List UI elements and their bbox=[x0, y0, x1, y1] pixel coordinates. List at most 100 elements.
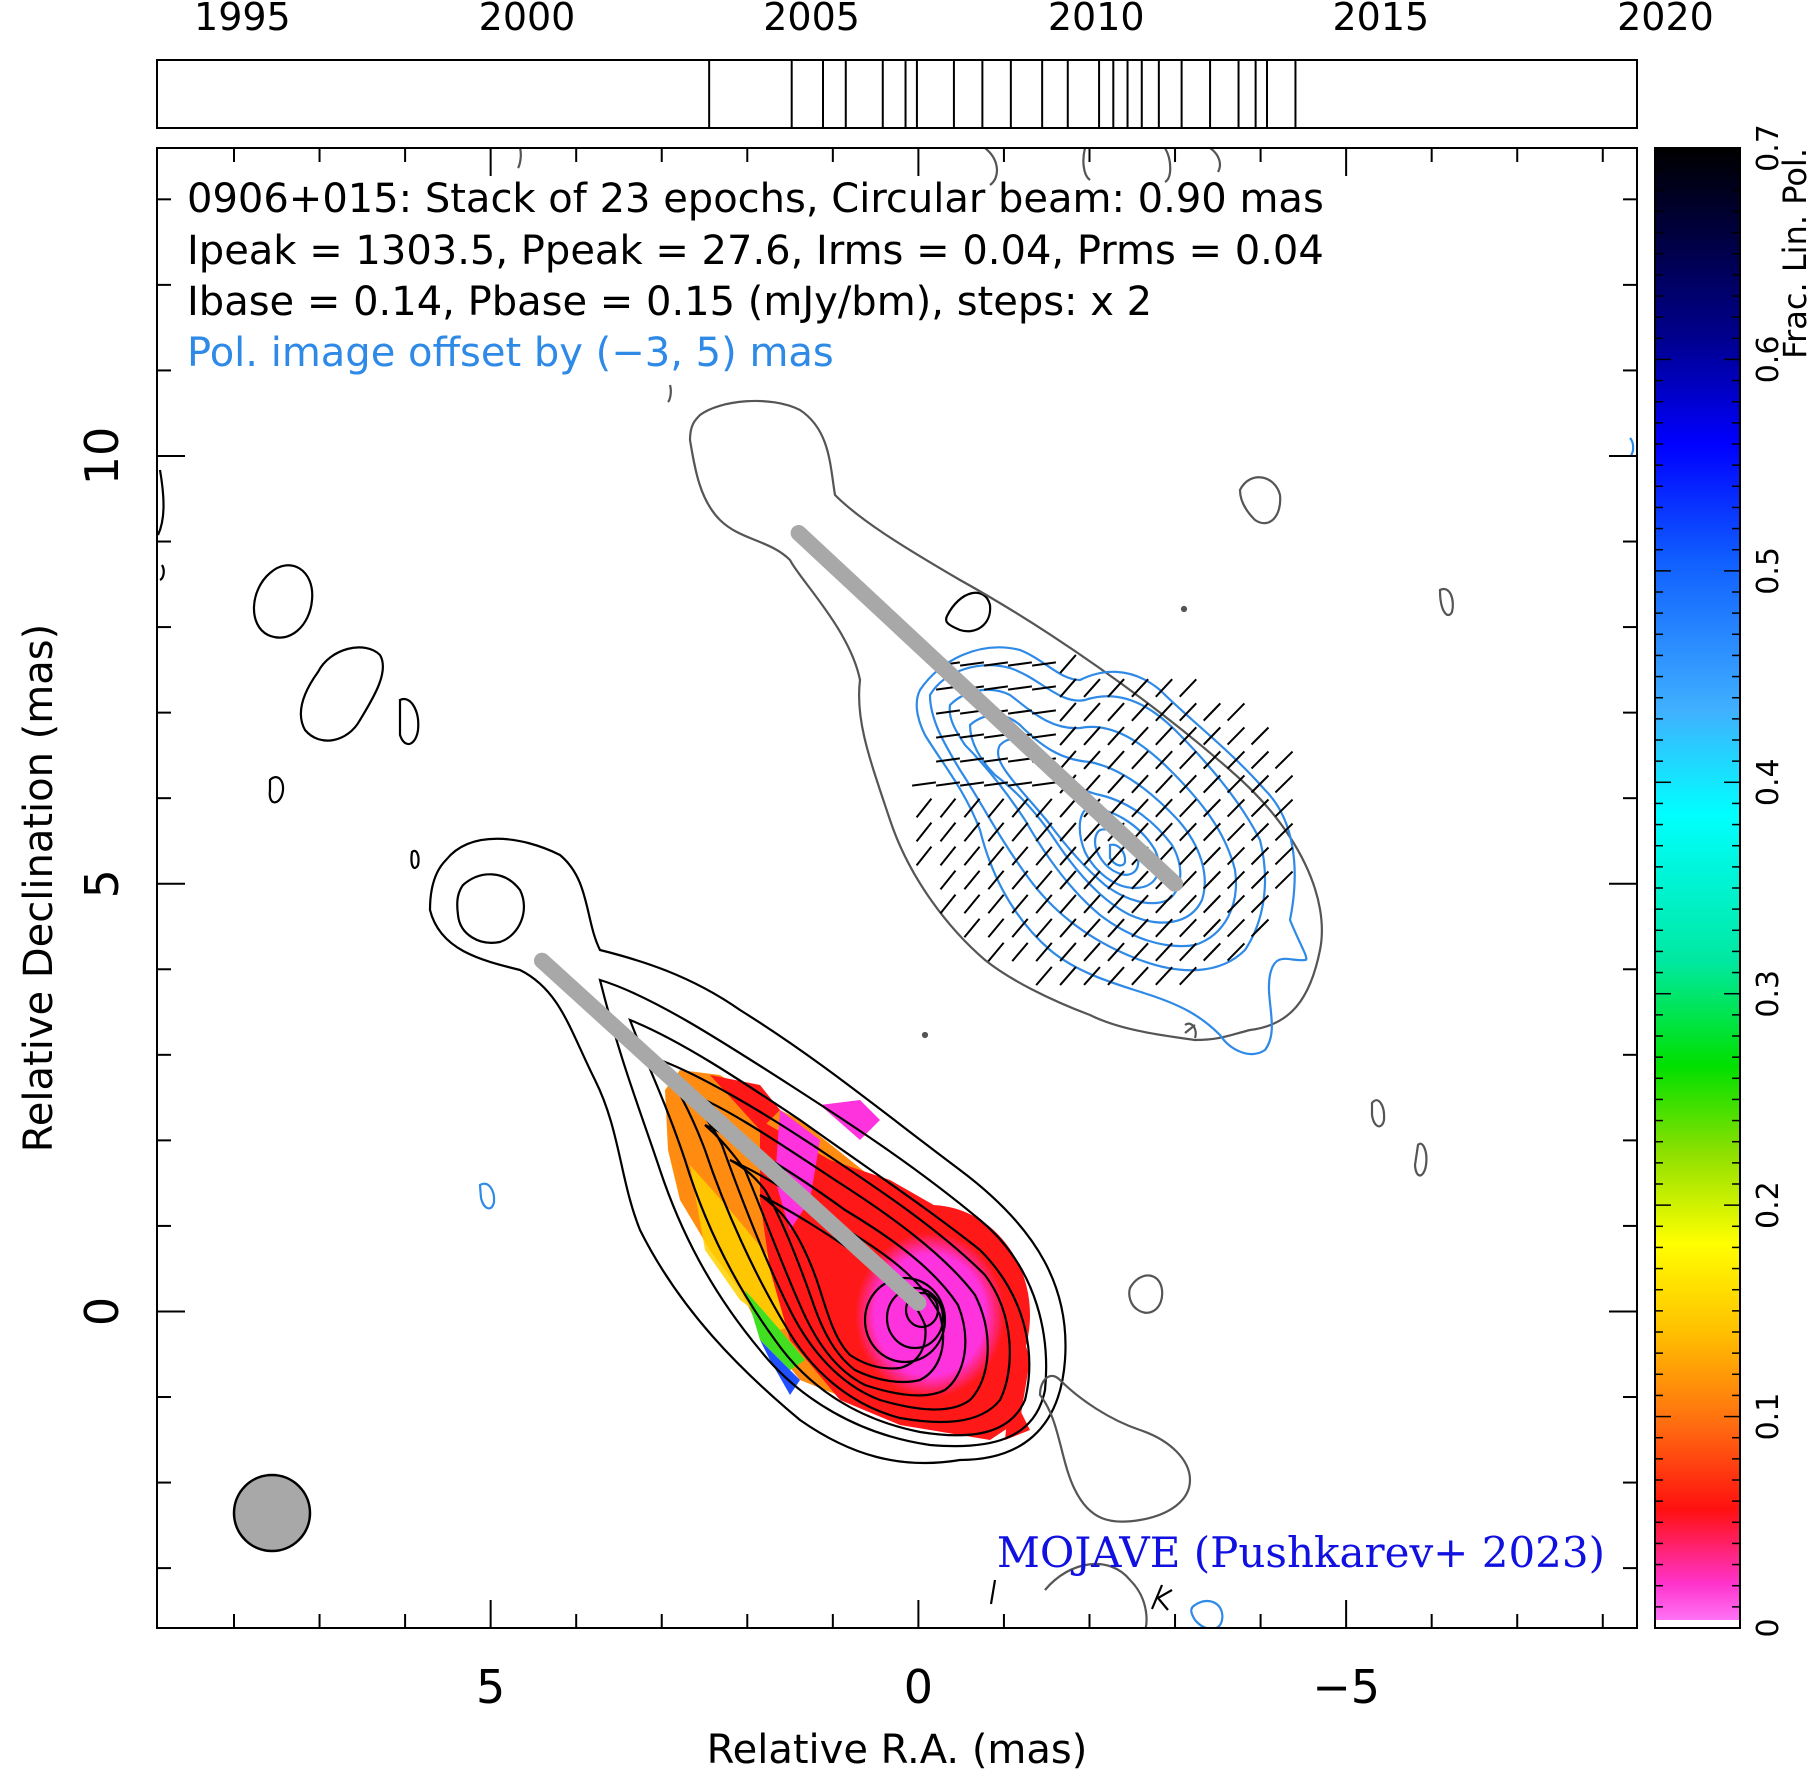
y-tick-label: 10 bbox=[75, 427, 129, 486]
evpa-tick bbox=[1083, 966, 1101, 986]
evpa-tick bbox=[1155, 702, 1173, 722]
x-tick-label: 5 bbox=[476, 1660, 505, 1714]
evpa-tick bbox=[1059, 798, 1077, 818]
evpa-tick bbox=[1031, 733, 1057, 739]
colorbar-tick-label: 0.2 bbox=[1751, 1181, 1786, 1229]
evpa-tick bbox=[1059, 750, 1077, 770]
evpa-tick bbox=[963, 846, 981, 866]
evpa-tick bbox=[987, 942, 1005, 962]
evpa-tick bbox=[939, 870, 957, 890]
colorbar-tick-label: 0.3 bbox=[1751, 970, 1786, 1018]
annotation-line-1: 0906+015: Stack of 23 epochs, Circular b… bbox=[187, 176, 1324, 222]
evpa-tick bbox=[1202, 702, 1222, 722]
evpa-tick bbox=[1179, 726, 1197, 746]
evpa-tick bbox=[1131, 774, 1149, 794]
evpa-tick bbox=[1007, 709, 1033, 715]
evpa-tick bbox=[1202, 822, 1222, 842]
evpa-tick bbox=[1107, 942, 1125, 962]
evpa-tick bbox=[1274, 798, 1294, 818]
plot-frame bbox=[156, 147, 1638, 1629]
evpa-tick bbox=[1007, 661, 1033, 667]
colorbar-tick-label: 0.5 bbox=[1751, 547, 1786, 595]
evpa-tick bbox=[1011, 918, 1029, 938]
evpa-tick bbox=[1274, 774, 1294, 794]
evpa-tick bbox=[1011, 942, 1029, 962]
evpa-tick bbox=[1131, 726, 1149, 746]
y-tick-label: 0 bbox=[75, 1297, 129, 1326]
evpa-tick bbox=[1155, 894, 1173, 914]
evpa-tick bbox=[959, 733, 985, 739]
evpa-tick bbox=[935, 733, 961, 739]
evpa-tick bbox=[1059, 966, 1077, 986]
evpa-tick bbox=[1155, 774, 1173, 794]
evpa-tick bbox=[939, 798, 957, 818]
epoch-timeline: 1995 2000 2005 2010 2015 2020 bbox=[156, 0, 1714, 129]
evpa-tick bbox=[1226, 870, 1246, 890]
beam-ellipse bbox=[232, 1473, 312, 1553]
y-axis-label: Relative Declination (mas) bbox=[16, 624, 62, 1152]
evpa-tick bbox=[1250, 750, 1270, 770]
evpa-tick bbox=[1155, 966, 1173, 986]
evpa-tick bbox=[1011, 846, 1029, 866]
evpa-tick bbox=[1202, 774, 1222, 794]
fractional-polarization-colorbar: 0 0.1 0.2 0.3 0.4 0.5 0.6 0.7 Frac. Lin. Pol. bbox=[1654, 124, 1814, 1638]
evpa-tick bbox=[1131, 870, 1149, 890]
evpa-tick bbox=[1131, 918, 1149, 938]
jet-ridge-core bbox=[533, 952, 927, 1311]
annotation-line-pol-offset: Pol. image offset by (−3, 5) mas bbox=[187, 330, 834, 376]
evpa-tick bbox=[939, 822, 957, 842]
evpa-tick bbox=[1059, 942, 1077, 962]
evpa-tick bbox=[1059, 678, 1077, 698]
evpa-tick bbox=[1202, 798, 1222, 818]
evpa-tick bbox=[1226, 846, 1246, 866]
evpa-tick bbox=[1250, 822, 1270, 842]
evpa-tick bbox=[1202, 726, 1222, 746]
jet-ridge-lines bbox=[533, 524, 1184, 1311]
evpa-tick bbox=[1059, 702, 1077, 722]
polarized-intensity-contours bbox=[478, 437, 1635, 1628]
evpa-tick bbox=[1059, 918, 1077, 938]
evpa-tick bbox=[1179, 942, 1197, 962]
colorbar-gradient bbox=[1655, 148, 1740, 1628]
evpa-tick bbox=[1083, 870, 1101, 890]
evpa-tick bbox=[1083, 942, 1101, 962]
evpa-tick bbox=[1131, 750, 1149, 770]
timeline-year-label: 2000 bbox=[479, 0, 576, 39]
evpa-tick bbox=[1059, 870, 1077, 890]
evpa-tick bbox=[1131, 702, 1149, 722]
x-tick-label: 0 bbox=[904, 1660, 933, 1714]
evpa-tick bbox=[1226, 918, 1246, 938]
evpa-tick bbox=[1035, 798, 1053, 818]
evpa-tick bbox=[1155, 822, 1173, 842]
evpa-tick bbox=[1107, 702, 1125, 722]
colorbar-tick-label: 0.7 bbox=[1751, 124, 1786, 172]
colorbar-tick-label: 0.6 bbox=[1751, 336, 1786, 384]
evpa-tick bbox=[1011, 870, 1029, 890]
evpa-tick bbox=[963, 798, 981, 818]
evpa-tick bbox=[1250, 798, 1270, 818]
evpa-tick bbox=[1155, 942, 1173, 962]
evpa-tick bbox=[1059, 822, 1077, 842]
timeline-year-label: 1995 bbox=[194, 0, 291, 39]
evpa-tick bbox=[935, 709, 961, 715]
contour-map: 5 0 −5 10 5 0 0906+015: Stack of 23 epochs, C… bbox=[16, 147, 1638, 1773]
evpa-tick bbox=[1107, 750, 1125, 770]
evpa-tick bbox=[1274, 822, 1294, 842]
evpa-tick bbox=[1179, 798, 1197, 818]
evpa-tick bbox=[1035, 846, 1053, 866]
evpa-tick bbox=[1107, 846, 1125, 866]
evpa-tick bbox=[959, 781, 985, 787]
evpa-tick bbox=[983, 781, 1009, 787]
evpa-tick bbox=[1031, 781, 1057, 787]
evpa-tick bbox=[1083, 702, 1101, 722]
evpa-tick bbox=[1131, 798, 1149, 818]
evpa-tick bbox=[1179, 846, 1197, 866]
y-tick-label: 5 bbox=[75, 869, 129, 898]
evpa-tick bbox=[1202, 894, 1222, 914]
evpa-tick bbox=[1274, 750, 1294, 770]
evpa-tick bbox=[935, 781, 961, 787]
evpa-tick bbox=[915, 821, 933, 843]
evpa-tick bbox=[1131, 678, 1149, 698]
evpa-tick bbox=[1107, 726, 1125, 746]
colorbar-tick-label: 0 bbox=[1751, 1618, 1786, 1637]
